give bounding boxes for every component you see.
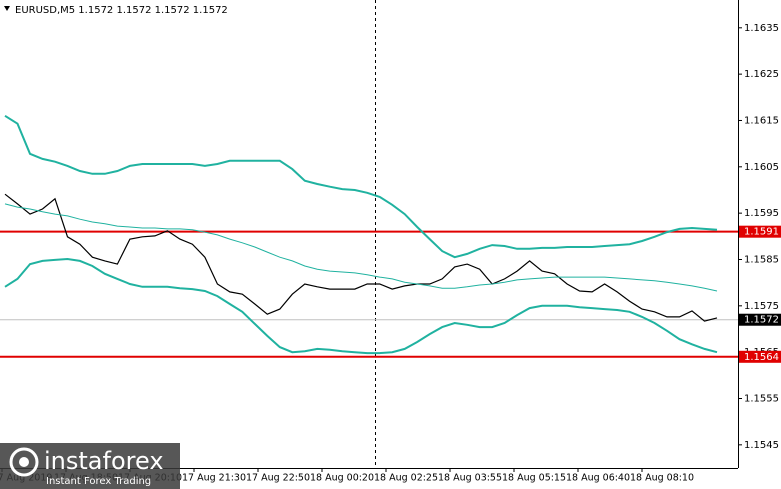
watermark-logo	[9, 447, 39, 477]
chart-title: EURUSD,M5 1.1572 1.1572 1.1572 1.1572	[15, 5, 228, 16]
band-line	[4, 114, 718, 259]
x-tick-label: 18 Aug 02:25	[374, 473, 438, 484]
level-label: 1.1564	[744, 352, 779, 363]
y-tick-label: 1.1555	[744, 393, 779, 404]
x-tick-label: 17 Aug 22:50	[246, 473, 310, 484]
x-tick-label: 18 Aug 05:15	[502, 473, 566, 484]
band-line	[4, 257, 718, 355]
symbol-icon	[4, 6, 10, 11]
price-line	[4, 193, 718, 322]
x-tick-label: 17 Aug 21:30	[182, 473, 246, 484]
x-tick-label: 18 Aug 03:55	[438, 473, 502, 484]
y-tick-label: 1.1615	[744, 115, 779, 126]
x-tick-label: 18 Aug 06:40	[566, 473, 630, 484]
level-box	[739, 225, 781, 238]
y-tick-label: 1.1625	[744, 69, 779, 80]
current-price-label: 1.1572	[744, 315, 779, 326]
x-tick-label: 18 Aug 08:10	[630, 473, 694, 484]
y-tick-label: 1.1595	[744, 208, 779, 219]
watermark-logo-dot	[19, 457, 29, 467]
level-box	[739, 350, 781, 363]
y-tick-label: 1.1585	[744, 254, 779, 265]
x-tick-label: 18 Aug 00:20	[310, 473, 374, 484]
current-price-box	[739, 313, 781, 326]
level-label: 1.1591	[744, 227, 779, 238]
y-tick-label: 1.1545	[744, 440, 779, 451]
y-tick-label: 1.1605	[744, 162, 779, 173]
y-tick-label: 1.1635	[744, 23, 779, 34]
band-line	[4, 203, 718, 292]
watermark-tagline: Instant Forex Trading	[46, 476, 151, 487]
watermark-brand: instaforex	[44, 447, 164, 475]
y-tick-label: 1.1575	[744, 301, 779, 312]
